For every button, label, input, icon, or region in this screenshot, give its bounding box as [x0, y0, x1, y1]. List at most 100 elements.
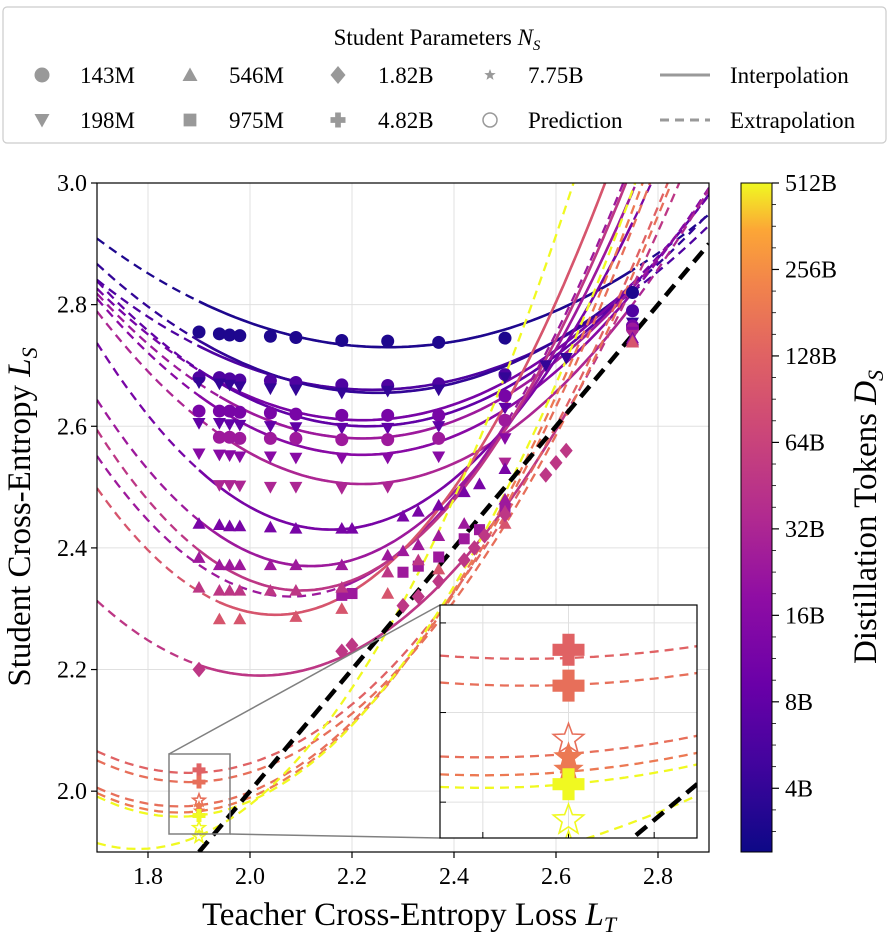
- data-point: [335, 483, 349, 495]
- data-point: [539, 467, 553, 483]
- legend-entry: Interpolation: [660, 63, 849, 88]
- data-point: [396, 509, 410, 522]
- data-point: [335, 422, 349, 435]
- colorbar: 4B 8B 16B 32B 64B 128B 256B 512B Distillation T…: [740, 171, 888, 853]
- data-point: [473, 477, 486, 490]
- data-point: [559, 352, 573, 365]
- data-point: [345, 521, 359, 534]
- data-point: [289, 583, 303, 596]
- data-point: [335, 558, 349, 571]
- open-circle-icon: [482, 112, 498, 128]
- data-point: [498, 433, 512, 445]
- colorbar-tick-label: 256B: [785, 257, 837, 283]
- data-point: [626, 335, 639, 348]
- legend-entry: 975M: [183, 108, 284, 133]
- data-point: [212, 612, 226, 625]
- x-tick-label: 2.2: [337, 864, 367, 890]
- data-point: [432, 431, 446, 445]
- data-point: [549, 454, 563, 471]
- data-point: [381, 433, 395, 447]
- data-point: [192, 661, 206, 678]
- data-point: [498, 492, 512, 505]
- zoom-connector-top: [168, 604, 441, 755]
- legend-label: Interpolation: [730, 63, 849, 88]
- legend-entry: 143M: [34, 63, 135, 88]
- data-point: [289, 610, 303, 622]
- x-axis-title: Teacher Cross-Entropy Loss LT: [202, 897, 618, 937]
- colorbar-tick-label: 16B: [785, 603, 825, 629]
- inset-reference-line: [629, 781, 697, 838]
- zoom-source-box: [168, 753, 231, 835]
- legend-label: 546M: [229, 63, 284, 88]
- data-point: [432, 421, 446, 433]
- legend-entry: Extrapolation: [660, 108, 856, 133]
- data-point: [289, 330, 303, 344]
- data-point: [192, 418, 206, 430]
- data-point: [263, 406, 277, 420]
- data-point: [457, 485, 471, 498]
- legend-label: 143M: [80, 63, 135, 88]
- y-tick-label: 2.8: [57, 293, 87, 319]
- data-point: [223, 519, 237, 532]
- data-point: [432, 384, 446, 397]
- data-point: [192, 763, 206, 777]
- data-point: [263, 481, 277, 494]
- y-tick-label: 2.2: [57, 658, 87, 684]
- data-point: [233, 612, 247, 625]
- legend-label: Prediction: [528, 108, 623, 133]
- square-icon: [183, 113, 197, 127]
- legend-label: 7.75B: [528, 63, 584, 88]
- data-point: [381, 422, 395, 435]
- legend: Student Parameters NS 143M 198M 546M 975M 1.…: [2, 6, 887, 144]
- x-tick-label: 2.0: [235, 864, 265, 890]
- data-point: [233, 480, 247, 493]
- data-point: [498, 402, 512, 415]
- data-point: [223, 583, 237, 596]
- data-point: [335, 433, 349, 447]
- data-point: [192, 448, 206, 461]
- legend-entry: 1.82B: [330, 63, 434, 88]
- inset-frame: [439, 604, 698, 839]
- diamond-icon: [330, 66, 346, 84]
- data-point: [289, 521, 303, 534]
- data-point: [457, 552, 471, 568]
- data-point: [335, 643, 349, 660]
- data-point: [223, 450, 237, 462]
- data-point: [381, 408, 395, 422]
- data-point: [212, 430, 226, 444]
- colorbar-tick-label: 128B: [785, 344, 837, 370]
- data-point: [212, 418, 226, 430]
- data-point: [263, 431, 277, 445]
- data-point: [336, 589, 348, 601]
- x-tick-label: 2.4: [439, 864, 469, 890]
- data-point: [192, 775, 206, 789]
- data-point: [289, 407, 303, 421]
- data-point: [498, 462, 512, 475]
- star-icon: [484, 69, 496, 80]
- data-point: [397, 566, 409, 578]
- data-point: [458, 533, 470, 545]
- extrapolation-curve: [97, 183, 652, 808]
- data-point: [212, 449, 226, 462]
- colorbar-tick-label: 512B: [785, 171, 837, 197]
- data-point: [433, 551, 445, 563]
- y-tick-label: 2.0: [57, 779, 87, 805]
- inset-data-point: [552, 768, 585, 801]
- data-point: [381, 587, 395, 599]
- data-point: [223, 480, 237, 492]
- legend-label: 1.82B: [378, 63, 434, 88]
- colorbar-tick-label: 4B: [785, 776, 813, 802]
- data-point: [346, 587, 358, 600]
- data-point: [263, 558, 277, 571]
- interpolation-curve: [198, 268, 634, 349]
- data-point: [212, 583, 226, 596]
- colorbar-gradient: [740, 182, 773, 853]
- extrapolation-curve: [97, 183, 625, 598]
- data-point: [212, 558, 226, 571]
- data-point: [212, 404, 226, 418]
- data-point: [212, 480, 226, 492]
- data-point: [411, 504, 425, 517]
- data-point: [381, 548, 395, 561]
- data-point: [381, 481, 395, 494]
